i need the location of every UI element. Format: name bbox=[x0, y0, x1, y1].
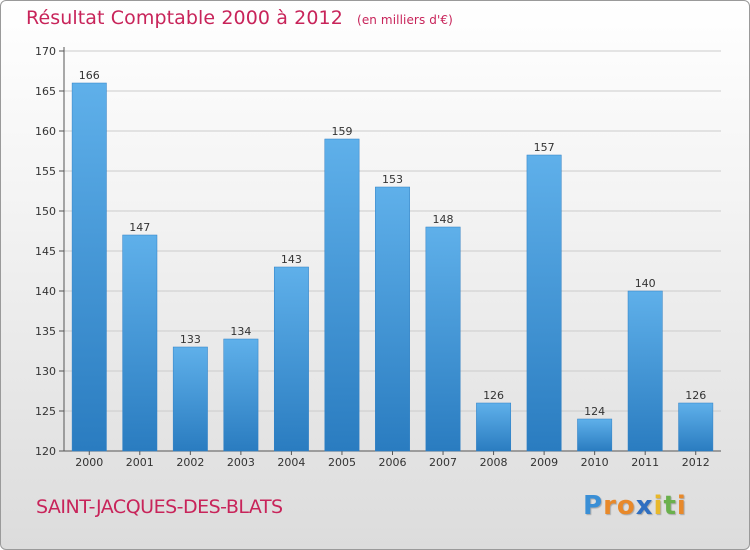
x-tick-label: 2000 bbox=[75, 456, 103, 469]
value-label: 148 bbox=[433, 213, 454, 226]
bar-2005 bbox=[324, 138, 360, 452]
y-tick-label: 170 bbox=[35, 45, 56, 58]
bar-2001 bbox=[122, 234, 158, 452]
chart-title-text: Résultat Comptable 2000 à 2012 bbox=[26, 7, 343, 29]
value-label: 134 bbox=[230, 325, 251, 338]
logo-letter: r bbox=[603, 491, 617, 521]
x-tick-label: 2002 bbox=[176, 456, 204, 469]
value-label: 126 bbox=[483, 389, 504, 402]
x-tick-label: 2007 bbox=[429, 456, 457, 469]
y-tick-label: 135 bbox=[35, 325, 56, 338]
x-tick-label: 2001 bbox=[126, 456, 154, 469]
value-label: 166 bbox=[79, 69, 100, 82]
value-label: 133 bbox=[180, 333, 201, 346]
bar-2009 bbox=[526, 154, 562, 452]
chart-title: Résultat Comptable 2000 à 2012 (en milli… bbox=[26, 7, 453, 29]
logo-letter: o bbox=[616, 491, 636, 521]
value-labels: 166 147 133 134 143 159 153 148 126 157 124 140 126 bbox=[79, 69, 706, 418]
y-tick-label: 120 bbox=[35, 445, 56, 458]
bar-2008 bbox=[476, 402, 512, 452]
proxiti-logo[interactable]: Proxiti bbox=[583, 491, 687, 521]
commune-name: SAINT-JACQUES-DES-BLATS bbox=[36, 496, 283, 518]
x-tick-label: 2009 bbox=[530, 456, 558, 469]
logo-letter: i bbox=[653, 491, 664, 521]
bar-2011 bbox=[627, 290, 663, 452]
value-label: 143 bbox=[281, 253, 302, 266]
value-label: 157 bbox=[534, 141, 555, 154]
bars bbox=[71, 82, 714, 452]
x-tick-label: 2006 bbox=[379, 456, 407, 469]
bar-2000 bbox=[71, 82, 107, 452]
x-tick-label: 2010 bbox=[581, 456, 609, 469]
y-tick-label: 150 bbox=[35, 205, 56, 218]
value-label: 153 bbox=[382, 173, 403, 186]
value-label: 124 bbox=[584, 405, 605, 418]
logo-letter: P bbox=[583, 491, 604, 521]
bar-2002 bbox=[172, 346, 208, 452]
value-label: 126 bbox=[685, 389, 706, 402]
bar-2003 bbox=[223, 338, 259, 452]
x-tick-label: 2005 bbox=[328, 456, 356, 469]
y-tick-label: 140 bbox=[35, 285, 56, 298]
y-tick-label: 125 bbox=[35, 405, 56, 418]
x-tick-label: 2011 bbox=[631, 456, 659, 469]
y-tick-label: 160 bbox=[35, 125, 56, 138]
y-tick-label: 165 bbox=[35, 85, 56, 98]
bar-2010 bbox=[577, 418, 613, 452]
value-label: 147 bbox=[129, 221, 150, 234]
y-tick-label: 145 bbox=[35, 245, 56, 258]
y-tick-label: 130 bbox=[35, 365, 56, 378]
x-tick-label: 2008 bbox=[480, 456, 508, 469]
chart-unit-note: (en milliers d'€) bbox=[357, 13, 453, 27]
bar-2012 bbox=[678, 402, 714, 452]
logo-letter: i bbox=[676, 491, 687, 521]
y-tick-label: 155 bbox=[35, 165, 56, 178]
logo-letter: x bbox=[635, 491, 654, 521]
x-tick-label: 2003 bbox=[227, 456, 255, 469]
value-label: 159 bbox=[331, 125, 352, 138]
logo-letter: t bbox=[663, 491, 677, 521]
x-tick-label: 2004 bbox=[277, 456, 305, 469]
x-tick-label: 2012 bbox=[682, 456, 710, 469]
bar-2004 bbox=[273, 266, 309, 452]
bar-2006 bbox=[375, 186, 410, 452]
value-label: 140 bbox=[635, 277, 656, 290]
bar-2007 bbox=[425, 226, 461, 452]
